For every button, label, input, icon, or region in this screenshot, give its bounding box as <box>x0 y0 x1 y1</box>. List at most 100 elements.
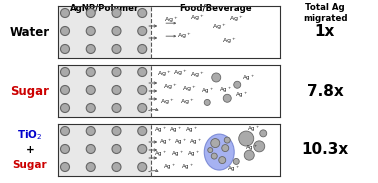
Circle shape <box>60 27 70 36</box>
Circle shape <box>211 139 220 147</box>
Circle shape <box>86 8 95 18</box>
Text: Ag$^+$: Ag$^+$ <box>164 15 178 25</box>
Bar <box>58 124 280 176</box>
Circle shape <box>112 104 121 113</box>
Text: Ag$^+$: Ag$^+$ <box>189 137 202 147</box>
Circle shape <box>60 145 70 154</box>
Circle shape <box>224 137 230 143</box>
Text: Ag$^+$: Ag$^+$ <box>242 74 255 83</box>
Circle shape <box>60 163 70 171</box>
Circle shape <box>60 68 70 76</box>
Circle shape <box>222 145 229 152</box>
Circle shape <box>112 163 121 171</box>
Circle shape <box>86 145 95 154</box>
Circle shape <box>204 99 210 105</box>
Circle shape <box>112 145 121 154</box>
Text: Ag$^+$: Ag$^+$ <box>180 98 194 107</box>
Bar <box>58 6 280 58</box>
Text: Sugar: Sugar <box>13 160 47 170</box>
Text: AgNP/Polymer: AgNP/Polymer <box>70 4 139 13</box>
Circle shape <box>211 153 217 159</box>
Text: Ag$^+$: Ag$^+$ <box>169 125 182 135</box>
Circle shape <box>86 68 95 76</box>
Bar <box>58 65 280 117</box>
Circle shape <box>138 68 147 76</box>
Text: Ag$^+$: Ag$^+$ <box>245 143 258 153</box>
Text: Ag$^+$: Ag$^+$ <box>229 15 243 25</box>
Text: Ag$^+$: Ag$^+$ <box>190 14 204 23</box>
Bar <box>58 124 151 176</box>
Circle shape <box>112 27 121 36</box>
Text: Ag$^+$: Ag$^+$ <box>185 125 198 135</box>
Circle shape <box>60 104 70 113</box>
Circle shape <box>86 44 95 53</box>
Circle shape <box>260 130 267 137</box>
Text: 7.8x: 7.8x <box>307 83 343 98</box>
Circle shape <box>234 81 241 88</box>
Circle shape <box>86 163 95 171</box>
Text: Ag$^+$: Ag$^+$ <box>173 68 187 78</box>
Circle shape <box>86 104 95 113</box>
Text: Ag$^+$: Ag$^+$ <box>222 36 236 46</box>
Circle shape <box>60 44 70 53</box>
Text: Ag$^+$: Ag$^+$ <box>181 162 194 172</box>
Circle shape <box>112 68 121 76</box>
Text: Ag$^+$: Ag$^+$ <box>159 137 172 147</box>
Text: Ag$^+$: Ag$^+$ <box>177 31 191 41</box>
Bar <box>58 6 151 58</box>
Text: Food/Beverage: Food/Beverage <box>179 4 252 13</box>
Text: Ag$^+$: Ag$^+$ <box>235 90 248 100</box>
Circle shape <box>138 145 147 154</box>
Bar <box>58 65 151 117</box>
Circle shape <box>138 104 147 113</box>
Circle shape <box>138 85 147 94</box>
Text: Ag$^+$: Ag$^+$ <box>154 125 167 135</box>
Text: 1x: 1x <box>315 25 335 40</box>
Text: Sugar: Sugar <box>11 85 50 98</box>
Circle shape <box>233 158 239 165</box>
Circle shape <box>138 8 147 18</box>
Circle shape <box>212 73 221 82</box>
Circle shape <box>254 141 265 152</box>
Text: Ag$^+$: Ag$^+$ <box>163 82 177 92</box>
Ellipse shape <box>204 134 234 170</box>
Text: Ag$^+$: Ag$^+$ <box>182 84 197 94</box>
Circle shape <box>219 157 226 164</box>
Text: Ag$^+$: Ag$^+$ <box>163 162 176 172</box>
Circle shape <box>86 85 95 94</box>
Text: Ag$^+$: Ag$^+$ <box>212 22 226 32</box>
Circle shape <box>244 150 254 160</box>
Text: Ag$^+$: Ag$^+$ <box>227 164 240 174</box>
Text: Ag$^+$: Ag$^+$ <box>171 149 184 159</box>
Text: Ag$^+$: Ag$^+$ <box>174 137 187 147</box>
Text: Ag$^+$: Ag$^+$ <box>187 149 200 159</box>
Text: TiO$_2$: TiO$_2$ <box>17 128 43 142</box>
Circle shape <box>112 44 121 53</box>
Circle shape <box>112 8 121 18</box>
Circle shape <box>86 27 95 36</box>
Circle shape <box>60 126 70 135</box>
Text: Ag$^+$: Ag$^+$ <box>160 98 174 107</box>
Text: Ag$^+$: Ag$^+$ <box>219 85 232 95</box>
Text: +: + <box>26 145 34 155</box>
Circle shape <box>239 131 254 146</box>
Text: Water: Water <box>10 25 50 38</box>
Circle shape <box>223 94 231 102</box>
Text: Total Ag
migrated: Total Ag migrated <box>303 3 347 23</box>
Circle shape <box>138 44 147 53</box>
Circle shape <box>112 126 121 135</box>
Text: Ag$^+$: Ag$^+$ <box>247 124 260 134</box>
Text: Ag$^+$: Ag$^+$ <box>157 69 171 79</box>
Circle shape <box>86 126 95 135</box>
Text: 10.3x: 10.3x <box>301 143 349 158</box>
Circle shape <box>112 85 121 94</box>
Circle shape <box>60 85 70 94</box>
Circle shape <box>138 163 147 171</box>
Circle shape <box>60 8 70 18</box>
Circle shape <box>208 147 213 153</box>
Circle shape <box>138 27 147 36</box>
Circle shape <box>138 126 147 135</box>
Text: Ag$^+$: Ag$^+$ <box>154 149 167 159</box>
Text: Ag$^+$: Ag$^+$ <box>201 86 214 96</box>
Text: Ag$^+$: Ag$^+$ <box>190 70 204 80</box>
